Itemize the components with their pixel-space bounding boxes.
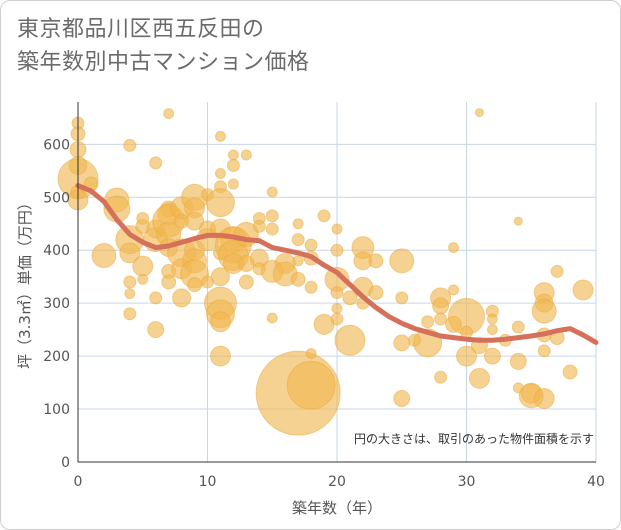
- data-bubble: [562, 364, 578, 380]
- data-bubble: [161, 274, 177, 290]
- data-bubble: [342, 290, 358, 306]
- y-tick-label: 100: [43, 402, 70, 418]
- data-bubble: [226, 159, 240, 173]
- data-bubble: [393, 334, 411, 352]
- data-bubble: [210, 267, 230, 287]
- y-tick-label: 400: [43, 243, 70, 259]
- data-bubble: [291, 233, 305, 247]
- data-bubble: [304, 280, 318, 294]
- data-bubble: [468, 367, 490, 389]
- data-bubble: [330, 312, 344, 326]
- data-bubble: [266, 186, 278, 198]
- data-bubble: [292, 255, 304, 267]
- data-bubble: [456, 345, 477, 367]
- y-axis-label: 坪（3.3㎡）単価（万円）: [16, 195, 34, 369]
- x-axis-label: 築年数（年）: [292, 499, 382, 517]
- data-bubble: [434, 370, 448, 384]
- data-bubble: [240, 149, 252, 161]
- data-bubble: [132, 255, 154, 277]
- data-bubble: [486, 324, 498, 336]
- data-bubble: [266, 312, 278, 324]
- data-bubble: [448, 242, 460, 254]
- x-tick-labels: 0 10 20 30 40: [74, 474, 605, 490]
- data-bubble: [149, 291, 163, 305]
- x-tick-label: 20: [328, 474, 346, 490]
- data-bubble: [214, 130, 226, 142]
- data-bubble: [149, 156, 163, 170]
- data-bubble: [421, 315, 435, 329]
- data-bubble: [483, 347, 501, 365]
- data-bubble: [572, 279, 594, 301]
- data-bubble: [119, 242, 141, 264]
- data-bubble: [205, 188, 235, 218]
- y-tick-label: 0: [61, 455, 70, 471]
- data-bubble: [147, 321, 165, 339]
- data-bubble: [537, 344, 551, 358]
- data-bubble: [434, 312, 448, 326]
- data-bubble: [330, 243, 344, 257]
- y-tick-label: 300: [43, 296, 70, 312]
- data-bubble: [185, 211, 205, 231]
- trend-line: [75, 183, 599, 345]
- data-bubble: [511, 320, 525, 334]
- data-bubble: [227, 149, 239, 161]
- y-tick-labels: 0 100 200 300 400 500 600: [43, 137, 70, 471]
- data-bubble: [305, 347, 317, 359]
- data-bubble: [432, 297, 450, 315]
- data-bubble: [265, 209, 279, 223]
- data-bubble: [123, 138, 137, 152]
- data-bubble: [214, 167, 226, 179]
- data-bubble: [286, 360, 336, 410]
- data-bubble: [209, 311, 231, 333]
- data-bubble: [509, 352, 527, 370]
- data-bubble: [474, 108, 484, 118]
- data-bubble: [550, 264, 564, 278]
- y-tick-label: 200: [43, 349, 70, 365]
- data-bubble: [486, 313, 498, 325]
- data-bubble: [513, 216, 523, 226]
- chart-title: 東京都品川区西五反田の 築年数別中古マンション価格: [17, 13, 457, 79]
- y-tick-label: 500: [43, 190, 70, 206]
- x-tick-label: 30: [458, 474, 476, 490]
- data-bubble: [124, 288, 136, 300]
- data-bubble: [389, 248, 415, 274]
- data-bubble: [531, 298, 557, 324]
- x-tick-label: 10: [199, 474, 217, 490]
- data-bubble: [393, 389, 411, 407]
- data-bubble: [137, 273, 149, 285]
- data-bubble: [290, 271, 306, 287]
- data-bubble: [331, 302, 343, 314]
- data-bubble: [227, 178, 239, 190]
- data-bubble: [330, 286, 344, 300]
- data-bubble: [238, 274, 254, 290]
- data-bubble: [292, 218, 304, 230]
- x-tick-label: 0: [74, 474, 83, 490]
- data-bubble: [395, 291, 409, 305]
- data-bubble: [304, 238, 318, 252]
- data-bubble: [317, 209, 331, 223]
- data-bubble: [252, 219, 266, 233]
- data-bubble: [331, 223, 343, 235]
- data-bubble: [172, 288, 192, 308]
- y-tick-label: 600: [43, 137, 70, 153]
- chart-title-line1: 東京都品川区西五反田の: [17, 17, 265, 42]
- data-bubble: [187, 277, 203, 293]
- data-bubble: [448, 284, 460, 296]
- x-tick-label: 40: [587, 474, 605, 490]
- data-bubble: [91, 243, 117, 269]
- data-bubble: [334, 324, 366, 356]
- data-bubble: [163, 108, 175, 120]
- data-bubble: [533, 387, 555, 409]
- data-bubble: [209, 345, 231, 367]
- data-bubble: [123, 307, 137, 321]
- chart-title-line2: 築年数別中古マンション価格: [17, 50, 310, 75]
- data-bubble: [368, 285, 384, 301]
- bubble-size-note: 円の大きさは、取引のあった物件面積を示す: [354, 431, 594, 446]
- data-bubble: [123, 275, 137, 289]
- data-bubble: [368, 253, 384, 269]
- axes: [77, 102, 596, 463]
- data-bubble: [265, 222, 279, 236]
